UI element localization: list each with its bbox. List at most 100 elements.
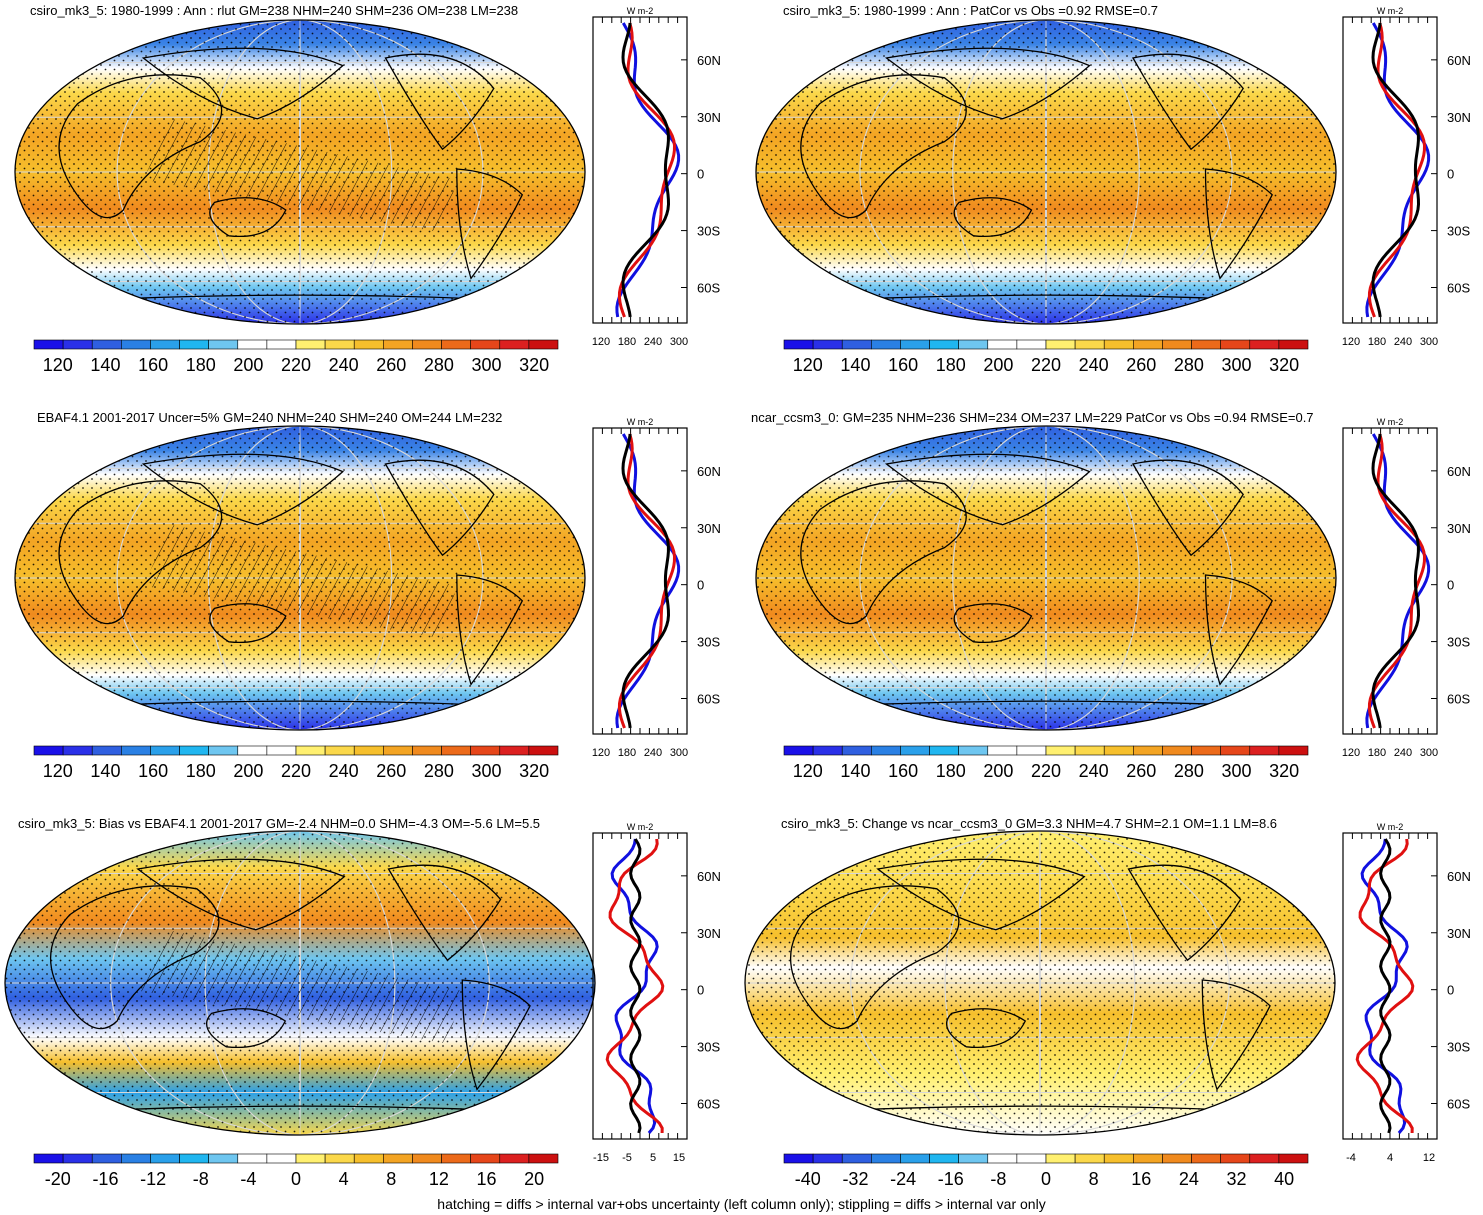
profile-x-label: 240 — [644, 747, 662, 759]
coastline — [141, 453, 344, 526]
colorbar-bin — [812, 745, 843, 756]
colorbar-bin — [900, 339, 930, 350]
coastline — [209, 603, 287, 644]
map-model-patcor — [755, 19, 1337, 325]
profile-change: 60N 30N 0 30S 60S W m-2 -4 4 12 — [1342, 822, 1471, 1164]
colorbar-bin — [987, 339, 1018, 350]
colorbar-bin — [441, 1153, 471, 1164]
hatching — [143, 524, 457, 639]
profile-unit-label: W m-2 — [627, 822, 654, 832]
profile-lat-label: 60S — [1447, 692, 1470, 707]
stippling — [756, 426, 1336, 730]
profile-x-label: -4 — [1346, 1152, 1356, 1164]
colorbar-bin — [33, 745, 64, 756]
profile-x-label: 240 — [644, 336, 662, 348]
colorbar-bin — [812, 339, 843, 350]
coastline — [456, 168, 524, 280]
panel-title-change: csiro_mk3_5: Change vs ncar_ccsm3_0 GM=3… — [781, 816, 1278, 831]
colorbar-bin — [179, 339, 209, 350]
colorbar-label: 220 — [281, 355, 311, 375]
coastline — [876, 858, 1086, 931]
colorbar-bin — [1133, 339, 1163, 350]
coastline — [206, 1008, 287, 1049]
colorbars-layer: 120 140 160 180 200 220 240 260 280 300 320 120 140 1… — [33, 339, 1309, 1189]
colorbar-bin — [33, 1153, 64, 1164]
colorbar-bin — [1278, 1153, 1309, 1164]
coastline — [800, 480, 967, 625]
colorbar-bin — [958, 1153, 989, 1164]
colorbar-bin — [266, 339, 297, 350]
colorbar-label: -8 — [990, 1169, 1006, 1189]
colorbar-bin — [383, 1153, 413, 1164]
profile-lat-label: 30S — [1447, 224, 1470, 239]
colorbar-bin — [121, 745, 151, 756]
colorbar-label: 180 — [186, 761, 216, 781]
profile-model-patcor: 60N 30N 0 30S 60S W m-2 120 180 240 300 — [1342, 6, 1471, 348]
profile-unit-label: W m-2 — [627, 417, 654, 427]
colorbar-bin — [266, 1153, 297, 1164]
colorbar-bin — [324, 339, 355, 350]
colorbar-bin — [1016, 745, 1047, 756]
profile-lat-label: 60S — [697, 281, 720, 296]
colorbar-label: 12 — [429, 1169, 449, 1189]
colorbar-label: -24 — [890, 1169, 916, 1189]
colorbar-bin — [208, 745, 239, 756]
map-bias — [4, 830, 596, 1136]
colorbar-bin — [150, 1153, 180, 1164]
profile-lat-label: 30N — [697, 926, 721, 941]
colorbar-bin — [929, 745, 959, 756]
profile-x-label: -15 — [593, 1152, 609, 1164]
colorbar-label: -8 — [193, 1169, 209, 1189]
colorbar-bin — [1278, 339, 1309, 350]
colorbar-bin — [1191, 745, 1221, 756]
colorbar-bin — [295, 745, 326, 756]
map-boundary — [744, 830, 1336, 1136]
colorbar-label: 260 — [376, 355, 406, 375]
panel-title-ref-model: ncar_ccsm3_0: GM=235 NHM=236 SHM=234 OM=… — [751, 410, 1314, 425]
colorbar-change: -40 -32 -24 -16 -8 0 8 16 24 32 40 — [783, 1153, 1309, 1189]
profile-x-label: 120 — [592, 336, 610, 348]
profile-curve — [1365, 433, 1431, 729]
colorbar-bin — [441, 339, 471, 350]
colorbar-label: 320 — [1269, 761, 1299, 781]
colorbar-bin — [353, 339, 384, 350]
colorbar-label: -4 — [240, 1169, 256, 1189]
colorbar-label: -12 — [140, 1169, 166, 1189]
colorbar-label: 200 — [983, 355, 1013, 375]
map-model-rlut — [14, 19, 586, 325]
figure-footnote: hatching = diffs > internal var+obs unce… — [437, 1196, 1046, 1212]
colorbar-bin — [412, 339, 442, 350]
profile-lat-label: 30N — [697, 521, 721, 536]
profile-bias: 60N 30N 0 30S 60S W m-2 -15 -5 5 15 — [592, 822, 721, 1164]
profile-x-label: 240 — [1394, 336, 1412, 348]
profile-x-label: 120 — [592, 747, 610, 759]
colorbar-bin — [1191, 339, 1221, 350]
coastline — [461, 979, 531, 1091]
colorbar-bin — [383, 745, 413, 756]
profile-x-label: -5 — [622, 1152, 632, 1164]
panel-title-model-rlut: csiro_mk3_5: 1980-1999 : Ann : rlut GM=2… — [30, 3, 519, 18]
colorbar-bin — [1103, 1153, 1134, 1164]
colorbar-bin — [1074, 1153, 1105, 1164]
colorbar-bin — [179, 1153, 209, 1164]
colorbar-label: 0 — [291, 1169, 301, 1189]
coastline — [1127, 864, 1242, 962]
colorbar-bin — [470, 745, 501, 756]
colorbar-label: 140 — [840, 355, 870, 375]
profile-lat-label: 0 — [697, 983, 704, 998]
profile-unit-label: W m-2 — [627, 6, 654, 16]
profile-x-label: 12 — [1423, 1152, 1435, 1164]
coastline — [953, 603, 1033, 644]
colorbar-bin — [528, 339, 559, 350]
colorbar-bin — [1220, 1153, 1251, 1164]
profile-x-label: 300 — [670, 336, 688, 348]
colorbar-label: 220 — [281, 761, 311, 781]
colorbar-bin — [958, 745, 989, 756]
colorbar-label: 160 — [888, 761, 918, 781]
colorbar-bin — [499, 745, 530, 756]
profile-frame — [592, 16, 688, 324]
colorbar-label: 16 — [1131, 1169, 1151, 1189]
profile-model-rlut: 60N 30N 0 30S 60S W m-2 120 180 240 300 — [592, 6, 721, 348]
map-boundary — [4, 830, 596, 1136]
profile-x-label: 300 — [1420, 747, 1438, 759]
